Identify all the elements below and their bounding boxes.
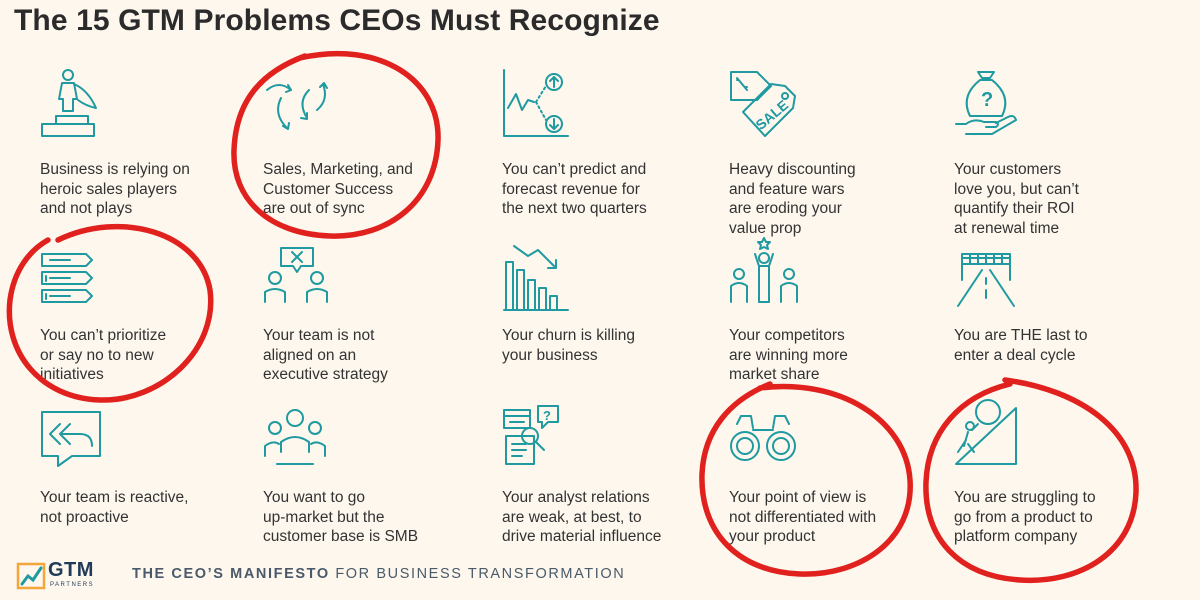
hero-podium-icon (40, 68, 110, 138)
svg-text:?: ? (981, 89, 993, 111)
problem-text: Your churn is killing your business (502, 327, 635, 364)
binoculars-icon (729, 396, 799, 466)
logo-subtext: PARTNERS (50, 582, 95, 588)
problem-text: Heavy discounting and feature wars are e… (729, 161, 856, 237)
priority-list-icon (40, 234, 110, 304)
winner-podium-icon (729, 234, 799, 304)
boulder-uphill-icon (954, 396, 1024, 466)
forecast-chart-icon (502, 68, 572, 138)
problem-text: Business is relying on heroic sales play… (40, 161, 190, 218)
customer-group-icon (263, 396, 333, 466)
problem-text: Your team is not aligned on an executive… (263, 327, 388, 384)
tagline-bold: THE CEO’S MANIFESTO (132, 566, 330, 582)
gtm-logo-mark-icon (16, 562, 46, 590)
problem-text: Sales, Marketing, and Customer Success a… (263, 161, 413, 218)
problem-text: You can’t prioritize or say no to new in… (40, 327, 167, 384)
problem-text: Your team is reactive, not proactive (40, 489, 189, 526)
problem-text: You can’t predict and forecast revenue f… (502, 161, 647, 218)
problem-text: You want to go up-market but the custome… (263, 489, 419, 546)
problem-text: You are THE last to enter a deal cycle (954, 327, 1088, 364)
reply-chat-icon (40, 396, 110, 467)
money-bag-hand-icon: ? (954, 68, 1024, 138)
race-finish-icon (954, 234, 1024, 307)
logo-text: GTM (48, 559, 94, 581)
footer-tagline: THE CEO’S MANIFESTO FOR BUSINESS TRANSFO… (132, 566, 625, 582)
svg-text:?: ? (543, 408, 551, 423)
sync-arrows-icon (263, 68, 333, 138)
sale-tag-icon: SALE (729, 68, 799, 138)
problem-text: Your point of view is not differentiated… (729, 489, 877, 546)
problem-text: Your customers love you, but can’t quant… (954, 161, 1079, 237)
declining-bars-icon (502, 234, 572, 311)
page-title: The 15 GTM Problems CEOs Must Recognize (14, 4, 660, 37)
analyst-research-icon: ? (502, 396, 572, 466)
misaligned-team-icon (263, 234, 333, 304)
problem-text: Your analyst relations are weak, at best… (502, 489, 662, 546)
problem-text: You are struggling to go from a product … (954, 489, 1096, 546)
problem-text: Your competitors are winning more market… (729, 327, 848, 384)
tagline-rest: FOR BUSINESS TRANSFORMATION (329, 566, 626, 582)
